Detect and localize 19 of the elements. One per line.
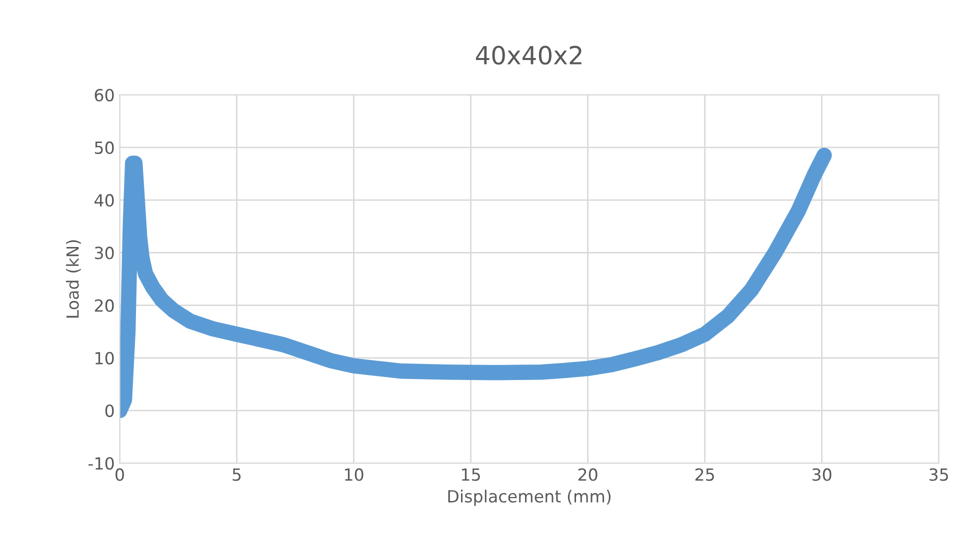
x-tick-label: 20 [578, 468, 598, 481]
y-tick-label: 20 [94, 299, 114, 312]
x-tick-label: 10 [345, 468, 364, 481]
chart-title: 40x40x2 [476, 46, 582, 65]
x-axis-title: Displacement (mm) [448, 490, 611, 506]
y-axis-title: Load (kN) [66, 240, 81, 318]
x-tick-label: 0 [116, 468, 124, 481]
x-tick-label: 35 [930, 468, 948, 481]
x-tick-label: 5 [232, 468, 241, 481]
y-tick-label: 0 [105, 404, 114, 418]
y-tick-label: 30 [94, 246, 114, 260]
x-tick-label: 30 [812, 468, 832, 481]
x-tick-label: 25 [695, 468, 714, 481]
x-tick-label: 15 [462, 468, 480, 481]
y-tick-label: -10 [88, 457, 114, 470]
y-tick-label: 10 [96, 352, 114, 364]
y-tick-label: 50 [94, 141, 114, 154]
y-tick-label: 60 [94, 88, 114, 102]
y-tick-label: 40 [94, 194, 114, 207]
